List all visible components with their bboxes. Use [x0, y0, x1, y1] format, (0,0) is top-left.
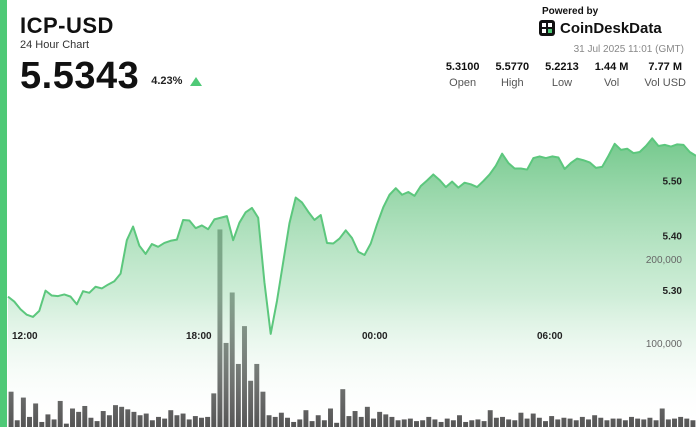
brand-row: CoinDeskData	[538, 19, 686, 37]
stat-vol-value: 1.44 M	[594, 61, 629, 73]
price-line	[7, 137, 696, 335]
up-arrow-icon	[190, 76, 203, 86]
stat-open: 5.3100 Open	[446, 60, 480, 90]
volume-tick-label: 200,000	[646, 255, 683, 266]
stat-vol-usd-value: 7.77 M	[648, 61, 683, 73]
stats-row: 5.3100 Open 5.5770 High 5.2213 Low 1.44 …	[430, 60, 686, 90]
price-area	[8, 138, 696, 427]
stat-high-value: 5.5770	[495, 61, 530, 73]
x-tick-label: 00:00	[362, 331, 388, 342]
x-tick-label: 18:00	[186, 331, 212, 342]
header: ICP-USD 24 Hour Chart 5.5343 4.23%	[20, 13, 203, 97]
stat-vol-usd: 7.77 M Vol USD	[644, 60, 686, 90]
stat-low-value: 5.2213	[545, 61, 579, 73]
stat-open-value: 5.3100	[445, 61, 480, 73]
x-tick-label: 06:00	[537, 331, 563, 342]
timestamp: 31 Jul 2025 11:01 (GMT)	[573, 44, 684, 55]
accent-bar	[0, 0, 7, 427]
chart-subtitle: 24 Hour Chart	[20, 39, 90, 51]
price-row: 5.5343 4.23%	[20, 55, 203, 97]
brand-block: Powered by CoinDeskData	[538, 6, 686, 37]
price-tick-label: 5.50	[663, 177, 683, 188]
x-tick-label: 12:00	[12, 331, 38, 342]
ticker-title: ICP-USD	[20, 13, 114, 38]
price-tick-label: 5.40	[663, 231, 683, 242]
stat-high: 5.5770 High	[495, 60, 529, 90]
price-tick-label: 5.30	[663, 286, 683, 297]
current-price: 5.5343	[20, 55, 140, 97]
stat-vol: 1.44 M Vol	[595, 60, 629, 90]
price-change: 4.23%	[151, 75, 183, 87]
coindesk-logo-icon	[539, 20, 555, 36]
stat-high-label: High	[500, 77, 524, 89]
stat-low-label: Low	[551, 77, 573, 89]
stat-open-label: Open	[449, 77, 477, 89]
stat-vol-usd-label: Vol USD	[644, 77, 686, 89]
stat-low: 5.2213 Low	[545, 60, 579, 90]
powered-by-label: Powered by	[542, 6, 599, 17]
volume-tick-label: 100,000	[646, 339, 683, 350]
stat-vol-label: Vol	[603, 77, 620, 89]
brand-name: CoinDeskData	[560, 19, 662, 37]
